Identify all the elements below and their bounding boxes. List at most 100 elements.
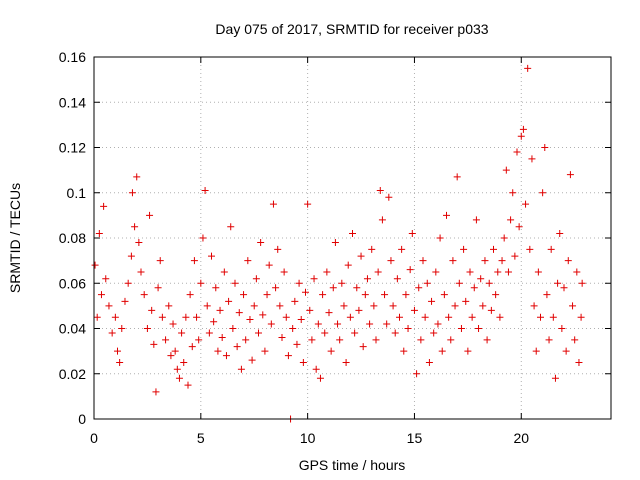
data-point xyxy=(517,132,525,140)
data-point xyxy=(400,347,408,355)
data-point xyxy=(250,302,258,310)
x-tick-label: 20 xyxy=(513,430,529,446)
data-point xyxy=(267,320,275,328)
data-point xyxy=(398,245,406,253)
data-point xyxy=(255,329,262,337)
data-point xyxy=(208,252,215,260)
data-point xyxy=(537,313,544,321)
data-point xyxy=(289,325,297,332)
data-point xyxy=(498,257,506,265)
data-point xyxy=(541,144,549,151)
data-point xyxy=(509,189,517,197)
data-point xyxy=(372,336,380,344)
data-point xyxy=(240,291,248,299)
data-point xyxy=(487,306,495,314)
data-point xyxy=(297,315,305,323)
data-point xyxy=(504,268,512,276)
data-point xyxy=(222,352,230,360)
data-point xyxy=(374,268,382,276)
data-point xyxy=(366,320,374,328)
data-point xyxy=(464,347,472,355)
data-point xyxy=(534,268,542,276)
data-point xyxy=(490,245,497,253)
data-point xyxy=(453,173,461,181)
data-point xyxy=(171,347,179,355)
data-point xyxy=(500,234,508,242)
data-point xyxy=(188,343,196,351)
data-point xyxy=(530,302,538,310)
data-point xyxy=(284,352,292,360)
data-point xyxy=(357,252,365,260)
data-point xyxy=(186,291,194,299)
data-point xyxy=(449,257,457,265)
data-point xyxy=(169,320,177,328)
data-point xyxy=(319,291,327,299)
data-point xyxy=(551,374,559,382)
data-point xyxy=(93,313,101,321)
data-point xyxy=(513,148,521,156)
y-tick-label: 0.02 xyxy=(59,366,86,382)
data-point xyxy=(410,306,418,314)
x-tick-label: 0 xyxy=(90,430,98,446)
data-point xyxy=(137,268,145,276)
data-point xyxy=(218,334,226,342)
data-point xyxy=(423,279,431,287)
data-point xyxy=(507,216,515,224)
data-point xyxy=(190,257,198,265)
data-point xyxy=(231,279,239,287)
data-point xyxy=(295,279,303,287)
data-point xyxy=(299,358,307,366)
data-point xyxy=(349,229,356,237)
data-point xyxy=(102,275,110,283)
y-axis-label: SRMTID / TECUs xyxy=(7,183,23,293)
data-point xyxy=(121,297,129,305)
data-point xyxy=(214,347,222,355)
data-point xyxy=(556,229,564,237)
data-point xyxy=(376,186,384,194)
data-point xyxy=(468,313,476,321)
data-point xyxy=(440,291,448,299)
data-point xyxy=(524,64,532,72)
data-point xyxy=(522,200,530,208)
data-point xyxy=(124,279,132,287)
data-point xyxy=(127,252,135,260)
data-point xyxy=(370,302,378,310)
data-point xyxy=(569,302,577,310)
data-point xyxy=(564,257,572,265)
data-point xyxy=(312,365,320,373)
axis-ticks: 0 0.02 0.04 0.06 0.08 0.1 0.12 0.14 0.16 0 5 10 15 20 xyxy=(59,49,611,446)
data-point xyxy=(173,365,181,373)
data-point xyxy=(430,329,438,337)
data-point xyxy=(331,239,339,247)
data-point xyxy=(359,343,367,351)
data-point xyxy=(368,245,376,253)
data-point xyxy=(389,302,397,310)
data-point xyxy=(274,245,282,253)
data-point xyxy=(265,261,273,269)
grid-lines xyxy=(94,57,611,419)
data-point xyxy=(306,306,314,314)
data-point xyxy=(415,284,423,292)
data-point xyxy=(539,189,547,197)
data-point xyxy=(210,318,218,326)
y-tick-label: 0.14 xyxy=(59,94,86,110)
data-point xyxy=(248,356,256,364)
data-point xyxy=(150,340,158,348)
data-point xyxy=(118,325,126,332)
data-point xyxy=(321,329,329,337)
data-point xyxy=(577,313,585,321)
data-point xyxy=(156,257,164,265)
data-point xyxy=(543,291,551,299)
data-points xyxy=(91,64,586,423)
data-point xyxy=(225,297,233,305)
data-point xyxy=(154,284,162,292)
data-point xyxy=(235,309,243,317)
data-point xyxy=(573,268,581,276)
data-point xyxy=(314,320,322,328)
data-point xyxy=(346,313,354,321)
data-point xyxy=(259,311,267,319)
data-point xyxy=(178,329,186,337)
data-point xyxy=(182,313,190,321)
data-point xyxy=(466,268,474,276)
